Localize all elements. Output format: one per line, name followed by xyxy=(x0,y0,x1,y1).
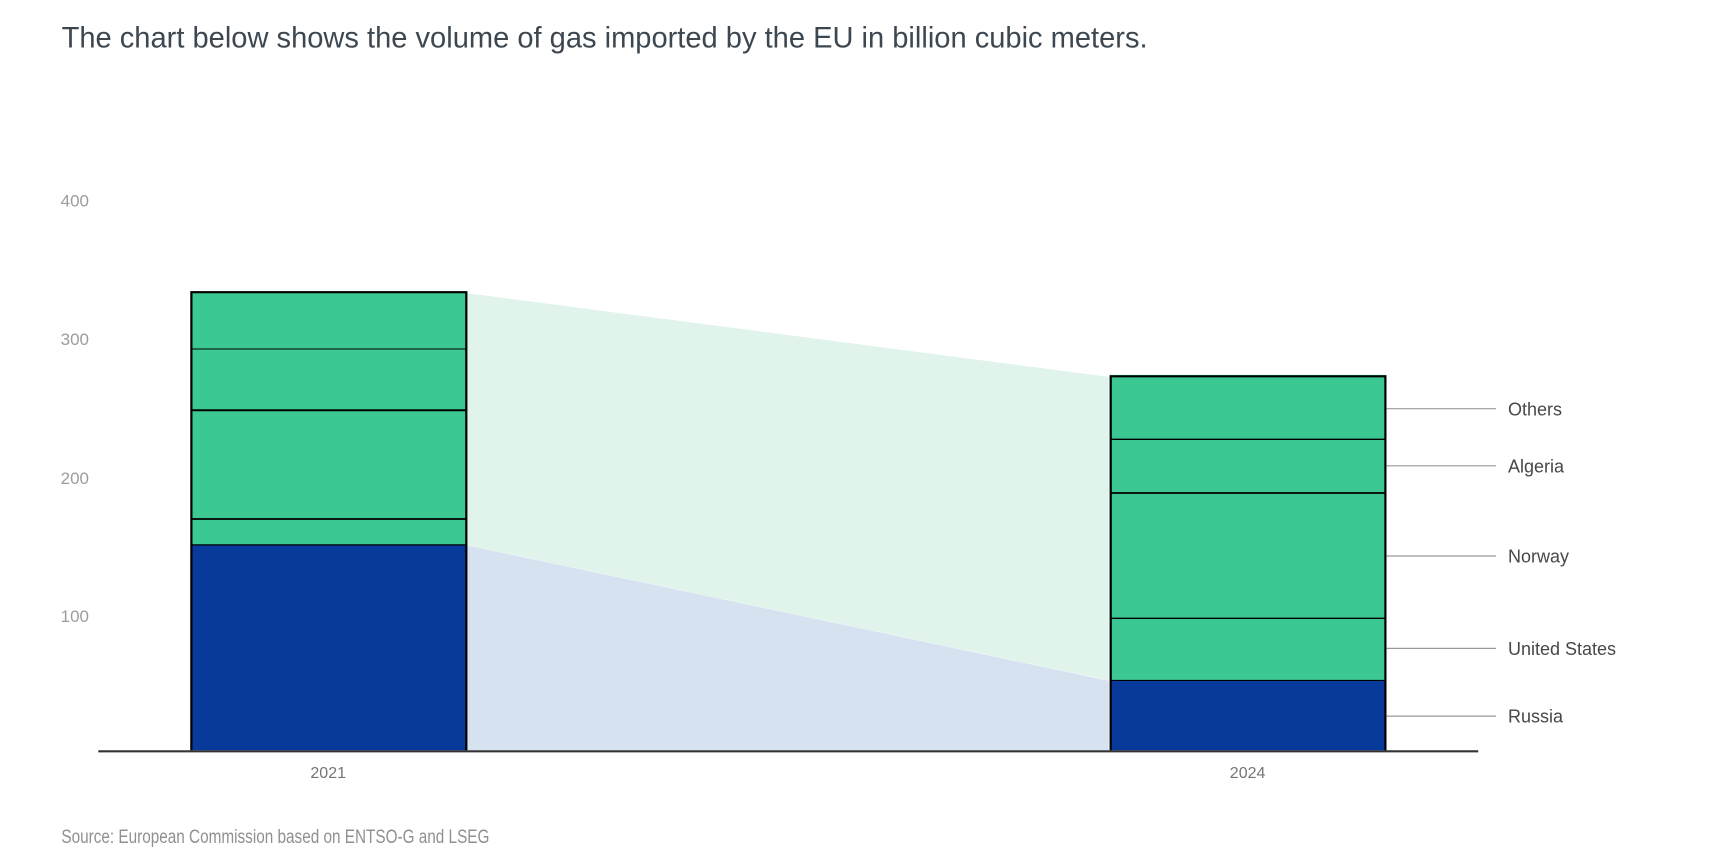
svg-text:100: 100 xyxy=(61,607,89,626)
svg-text:Source: European Commission ba: Source: European Commission based on ENT… xyxy=(61,827,489,848)
svg-text:Norway: Norway xyxy=(1508,547,1569,567)
svg-text:Russia: Russia xyxy=(1508,707,1564,727)
svg-text:200: 200 xyxy=(61,469,89,488)
svg-text:400: 400 xyxy=(61,192,89,211)
svg-text:Algeria: Algeria xyxy=(1508,456,1565,476)
svg-text:United States: United States xyxy=(1508,639,1616,659)
svg-text:2024: 2024 xyxy=(1230,765,1266,782)
svg-text:300: 300 xyxy=(61,330,89,349)
svg-text:Others: Others xyxy=(1508,399,1562,419)
svg-text:2021: 2021 xyxy=(310,765,346,782)
svg-text:The chart below shows the volu: The chart below shows the volume of gas … xyxy=(62,22,1148,55)
